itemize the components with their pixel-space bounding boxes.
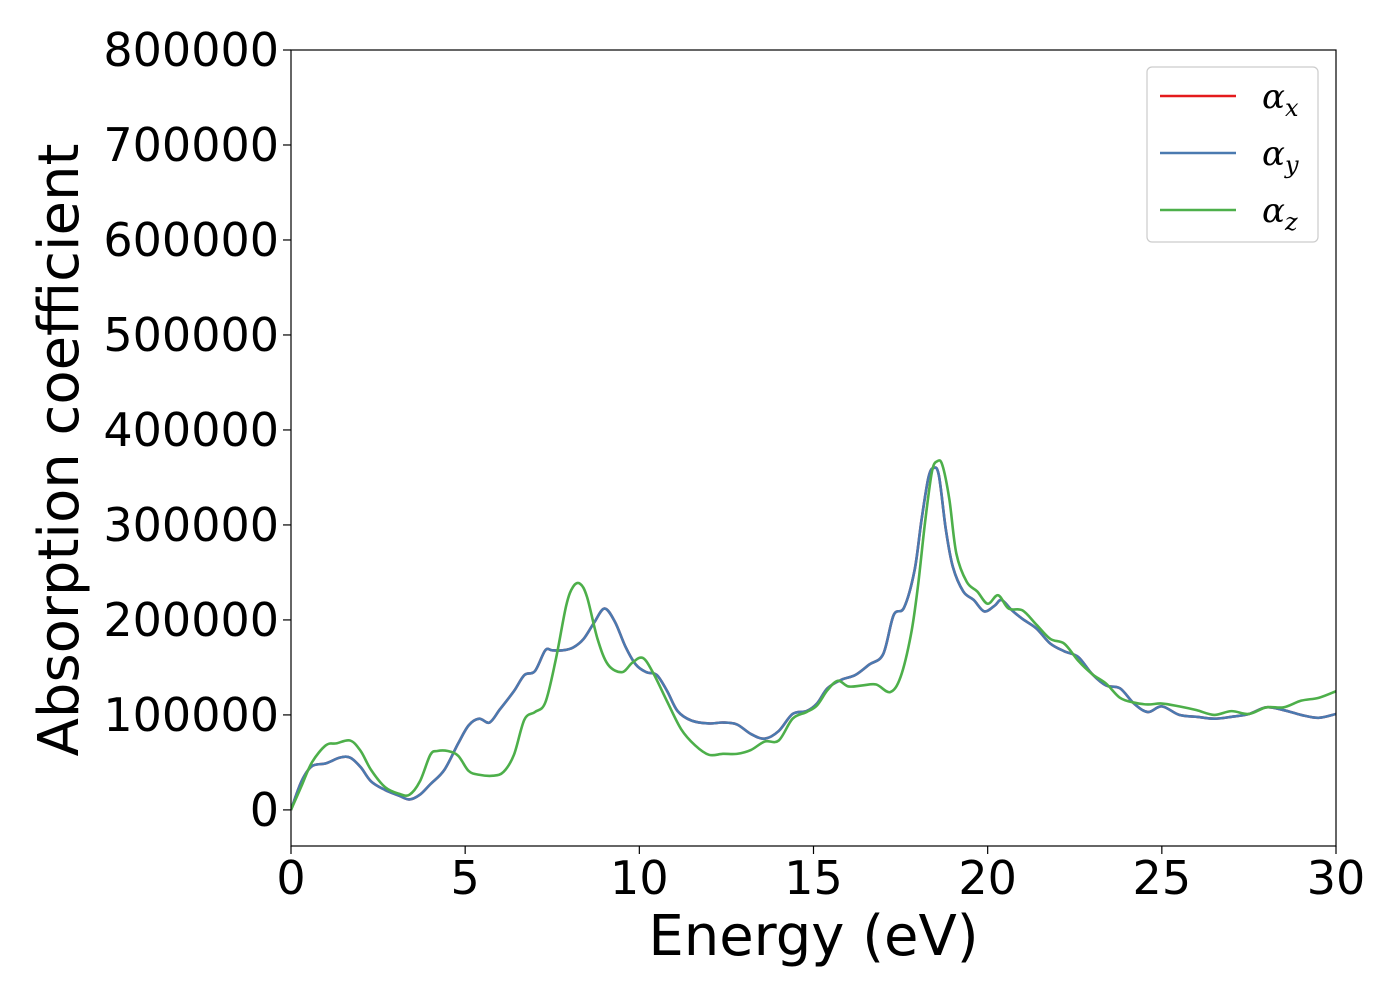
- legend-label-x: αx: [1262, 77, 1299, 122]
- y-tick-label: 800000: [103, 23, 279, 77]
- y-tick-label: 0: [250, 783, 279, 837]
- y-tick-label: 400000: [103, 403, 279, 457]
- x-axis-title: Energy (eV): [648, 904, 978, 969]
- x-tick-label: 15: [784, 851, 843, 905]
- x-tick-label: 20: [958, 851, 1017, 905]
- y-tick-label: 600000: [103, 213, 279, 267]
- x-tick-label: 10: [610, 851, 669, 905]
- y-tick-label: 100000: [103, 688, 279, 742]
- series-line-z: [291, 459, 1336, 811]
- legend: αx αy αz: [1146, 66, 1319, 243]
- legend-label-z: αz: [1262, 191, 1298, 236]
- legend-label-y: αy: [1262, 134, 1299, 179]
- y-tick-label: 200000: [103, 593, 279, 647]
- x-tick-label: 30: [1307, 851, 1366, 905]
- series-line-y: [291, 466, 1336, 811]
- legend-box: [1146, 66, 1319, 243]
- y-tick-label: 500000: [103, 308, 279, 362]
- x-tick-label: 0: [276, 851, 305, 905]
- x-tick-label: 5: [451, 851, 480, 905]
- y-axis: 0 100000 200000 300000 400000 500000 600000 700…: [103, 23, 291, 837]
- y-tick-label: 300000: [103, 498, 279, 552]
- x-tick-label: 25: [1133, 851, 1192, 905]
- series-layer: [291, 459, 1336, 811]
- x-axis: 0 5 10 15 20 25 30: [276, 846, 1365, 905]
- y-tick-label: 700000: [103, 118, 279, 172]
- y-axis-title: Absorption coefficient: [27, 144, 92, 757]
- series-line-x: [291, 466, 1336, 811]
